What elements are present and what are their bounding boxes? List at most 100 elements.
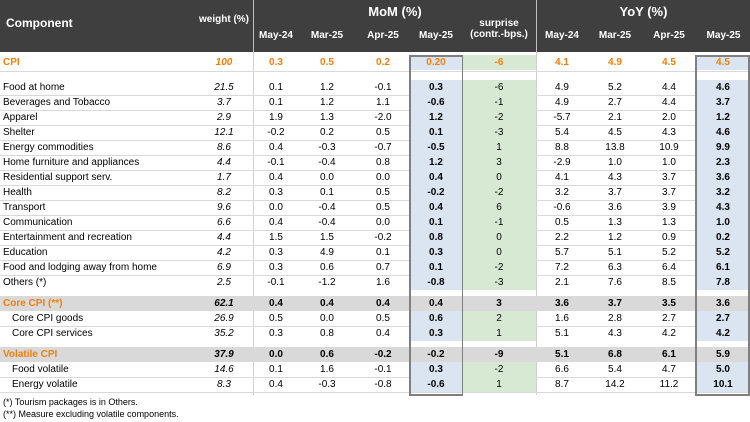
table-row: CPI 100 0.3 0.5 0.2 0.20 -6 4.1 4.9 4.5 4.5 — [0, 55, 750, 70]
table-cell: 1.7 — [217, 172, 231, 183]
table-cell: 0.3 — [410, 326, 462, 341]
table-cell: -0.5 — [410, 140, 462, 155]
table-cell: 7.2 — [555, 262, 569, 273]
row-label: Volatile CPI — [3, 349, 58, 360]
table-cell: -0.1 — [374, 82, 392, 93]
table-cell: 8.5 — [662, 277, 676, 288]
yoy-may25-box-top — [695, 55, 750, 57]
table-cell: 100 — [215, 57, 233, 68]
table-cell: 0.4 — [376, 328, 390, 339]
table-cell: 4.2 — [697, 326, 749, 341]
table-cell: 0.3 — [269, 187, 283, 198]
table-cell: -3 — [462, 275, 536, 290]
table-cell: 1.5 — [320, 232, 334, 243]
table-cell: 0.2 — [697, 230, 749, 245]
table-row: Shelter 12.1 -0.2 0.2 0.5 0.1 -3 5.4 4.5 4.3 4.6 — [0, 125, 750, 140]
table-cell: -2 — [462, 260, 536, 275]
table-cell: -0.6 — [553, 202, 571, 213]
table-cell: 2.5 — [217, 277, 231, 288]
table-cell: 6.1 — [662, 349, 676, 360]
row-label: Core CPI (**) — [3, 298, 63, 309]
row-separator — [0, 260, 750, 261]
table-cell: 0 — [462, 230, 536, 245]
table-cell: 3.5 — [662, 298, 676, 309]
table-cell: 4.9 — [320, 247, 334, 258]
row-separator — [0, 110, 750, 111]
row-label: Food and lodging away from home — [3, 262, 157, 273]
table-row: Others (*) 2.5 -0.1 -1.2 1.6 -0.8 -3 2.1 7.6 8.5 7… — [0, 275, 750, 290]
row-label: Others (*) — [3, 277, 47, 288]
table-cell: 0.5 — [376, 313, 390, 324]
table-cell: 6.6 — [217, 217, 231, 228]
row-label: Energy volatile — [12, 379, 78, 390]
table-cell: 3.6 — [608, 202, 622, 213]
table-cell: 2.2 — [555, 232, 569, 243]
table-row: Entertainment and recreation 4.4 1.5 1.5 -0.… — [0, 230, 750, 245]
table-cell: 35.2 — [214, 328, 234, 339]
header-yoy-col: Apr-25 — [653, 30, 685, 41]
table-cell: 14.2 — [605, 379, 625, 390]
header-mom-col: Mar-25 — [310, 30, 344, 41]
table-cell: 6.6 — [555, 364, 569, 375]
table-cell: 1.2 — [410, 155, 462, 170]
row-label: Core CPI services — [12, 328, 93, 339]
table-cell: -2 — [462, 185, 536, 200]
table-cell: 0.1 — [269, 97, 283, 108]
row-label: Beverages and Tobacco — [3, 97, 111, 108]
table-cell: -0.4 — [318, 217, 336, 228]
table-cell: 0.3 — [269, 247, 283, 258]
table-cell: 4.9 — [608, 57, 622, 68]
table-cell: 0.5 — [376, 127, 390, 138]
table-cell: 5.1 — [555, 349, 569, 360]
table-cell: 6.8 — [608, 349, 622, 360]
table-cell: 5.9 — [716, 349, 730, 360]
table-cell: 1.6 — [320, 364, 334, 375]
header-yoy-col: May-25 — [706, 30, 741, 41]
table-cell: 1.0 — [608, 157, 622, 168]
table-cell: 5.4 — [555, 127, 569, 138]
table-cell: 1.2 — [697, 110, 749, 125]
table-cell: 0.6 — [410, 311, 462, 326]
table-cell: 0.1 — [410, 260, 462, 275]
table-cell: 1 — [462, 140, 536, 155]
table-cell: -2 — [462, 362, 536, 377]
table-cell: 4.9 — [555, 82, 569, 93]
yoy-may25-box-bottom — [695, 394, 750, 396]
table-cell: 4.3 — [608, 328, 622, 339]
row-label: Food volatile — [12, 364, 69, 375]
table-row: Core CPI (**) 62.1 0.4 0.4 0.4 0.4 3 3.6 3.7 3.5 3… — [0, 296, 750, 311]
table-cell: 5.1 — [608, 247, 622, 258]
may25-box-left — [409, 55, 411, 395]
table-row: Core CPI goods 26.9 0.5 0.0 0.5 0.6 2 1.6 2.8 2.7… — [0, 311, 750, 326]
table-cell: 2.1 — [608, 112, 622, 123]
table-cell: -0.2 — [410, 185, 462, 200]
table-row: Core CPI services 35.2 0.3 0.8 0.4 0.3 1 5.1 4.3… — [0, 326, 750, 341]
table-cell: -0.2 — [267, 127, 285, 138]
table-cell: 14.6 — [214, 364, 234, 375]
table-cell: 0.4 — [410, 170, 462, 185]
table-cell: 2.1 — [555, 277, 569, 288]
table-cell: 26.9 — [214, 313, 234, 324]
table-cell: 4.7 — [662, 364, 676, 375]
table-cell: 1.3 — [608, 217, 622, 228]
table-row: Education 4.2 0.3 4.9 0.1 0.3 0 5.7 5.1 5.2 5.2 — [0, 245, 750, 260]
table-cell: 4.5 — [662, 57, 676, 68]
table-cell: 62.1 — [214, 298, 234, 309]
table-cell: 1.2 — [320, 82, 334, 93]
column-divider — [253, 52, 254, 395]
table-cell: 4.4 — [662, 82, 676, 93]
table-cell: -2.0 — [374, 112, 392, 123]
table-cell: 4.6 — [697, 125, 749, 140]
table-cell: 0.1 — [376, 247, 390, 258]
header-mom-col: May-24 — [259, 30, 293, 41]
table-row: Food and lodging away from home 6.9 0.3 0.6… — [0, 260, 750, 275]
table-cell: 3.2 — [697, 185, 749, 200]
table-row: Communication 6.6 0.4 -0.4 0.0 0.1 -1 0.5 1.3 1.3… — [0, 215, 750, 230]
table-cell: 5.7 — [555, 247, 569, 258]
table-cell: 1.0 — [662, 157, 676, 168]
table-cell: 0.4 — [269, 142, 283, 153]
table-cell: 0 — [462, 245, 536, 260]
table-cell: 0.3 — [410, 80, 462, 95]
table-cell: 8.2 — [217, 187, 231, 198]
table-cell: 1.3 — [320, 112, 334, 123]
